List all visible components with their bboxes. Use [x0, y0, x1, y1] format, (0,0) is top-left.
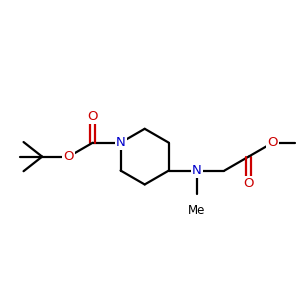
Text: O: O	[88, 110, 98, 123]
Text: O: O	[268, 136, 278, 149]
Text: N: N	[116, 136, 125, 149]
Text: N: N	[192, 164, 202, 177]
Text: O: O	[243, 177, 254, 190]
Text: O: O	[63, 150, 74, 163]
Text: Me: Me	[188, 204, 205, 217]
